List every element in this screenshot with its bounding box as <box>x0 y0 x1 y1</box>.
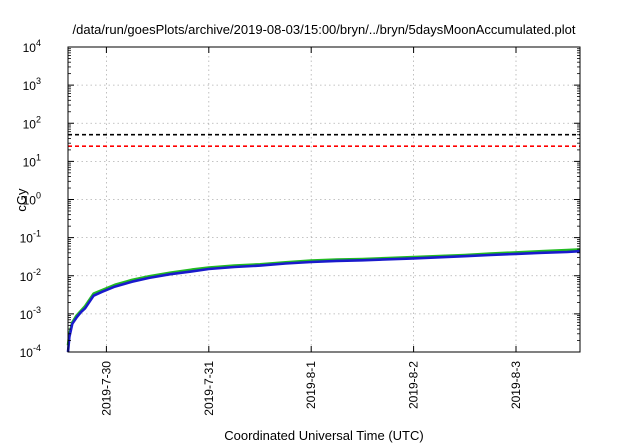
y-tick-label: 10-2 <box>20 267 41 284</box>
x-tick-label: 2019-7-30 <box>99 361 113 416</box>
x-tick-label: 2019-8-2 <box>407 361 421 409</box>
threshold-lines <box>68 133 580 148</box>
series-line <box>66 248 581 346</box>
x-tick-label: 2019-7-31 <box>202 361 216 416</box>
y-tick-labels: 10-4 10-3 10-2 10-1 100 101 102 103 104 <box>20 38 41 360</box>
y-tick-label: 101 <box>23 152 41 169</box>
y-tick-label: 104 <box>23 38 41 55</box>
y-tick-label: 10-1 <box>20 229 41 246</box>
y-tick-label: 10-3 <box>20 305 41 322</box>
series-line <box>66 249 581 353</box>
x-axis-label: Coordinated Universal Time (UTC) <box>224 428 423 443</box>
dose-series <box>66 248 581 353</box>
x-tick-labels: 2019-7-30 2019-7-31 2019-8-1 2019-8-2 2019-8… <box>99 361 523 416</box>
y-tick-label: 10-4 <box>20 343 41 360</box>
y-axis-label: cGy <box>14 188 29 212</box>
x-tick-label: 2019-8-3 <box>509 361 523 409</box>
y-tick-label: 103 <box>23 76 41 93</box>
axis-ticks <box>68 46 580 353</box>
y-tick-label: 102 <box>23 114 41 131</box>
y-tick-label: 100 <box>23 191 41 208</box>
chart-title: /data/run/goesPlots/archive/2019-08-03/1… <box>73 22 576 37</box>
grid-lines <box>68 47 580 352</box>
x-tick-label: 2019-8-1 <box>304 361 318 409</box>
